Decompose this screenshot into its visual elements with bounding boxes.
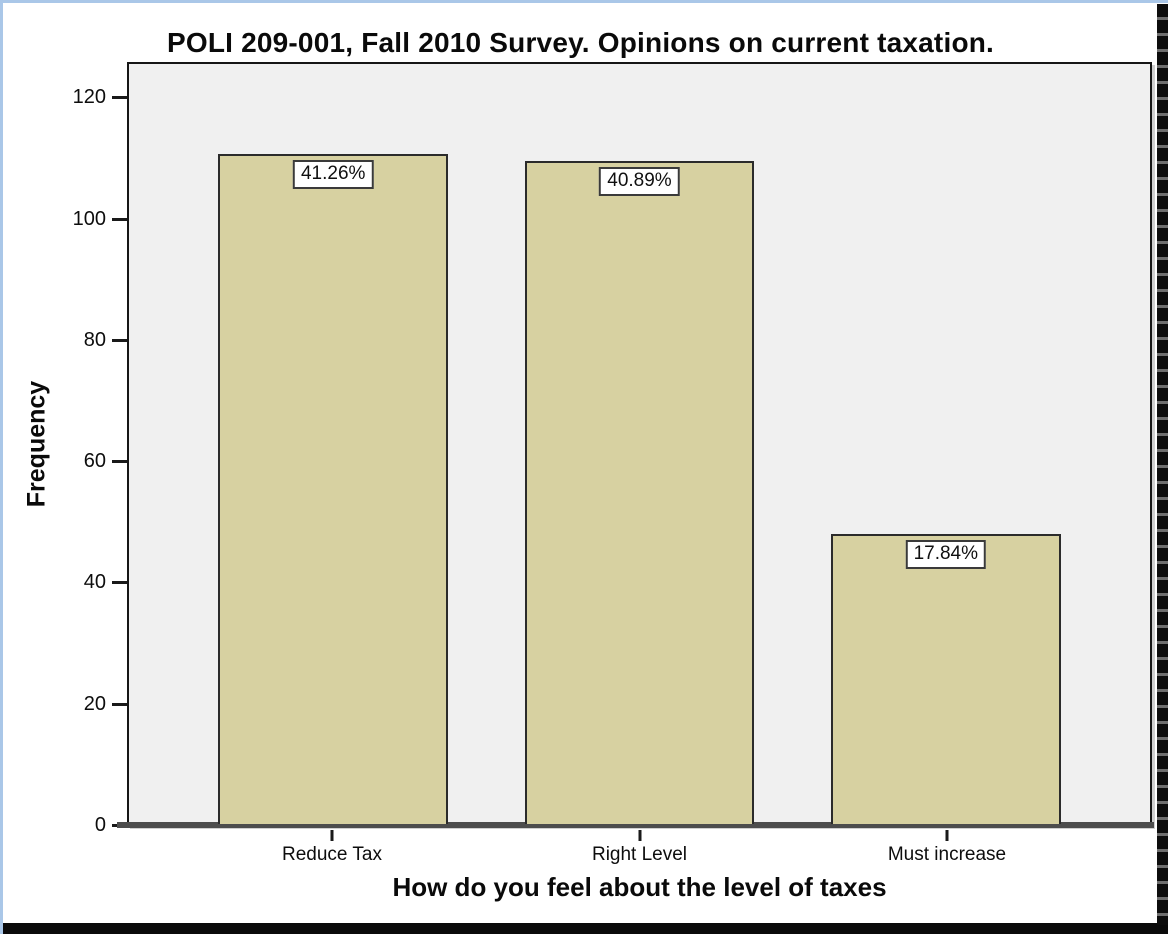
x-category-label: Must increase <box>887 844 1007 865</box>
x-tick <box>330 830 334 841</box>
y-tick <box>112 460 127 464</box>
x-category-label: Right Level <box>591 844 688 865</box>
bar-value-label: 40.89% <box>599 166 680 196</box>
x-tick <box>945 830 949 841</box>
bar-value-label: 41.26% <box>292 160 374 190</box>
bar: 40.89% <box>524 160 755 824</box>
y-tick-label: 80 <box>83 328 106 351</box>
y-tick <box>112 702 127 706</box>
y-tick <box>112 338 127 342</box>
plot-area: 41.26% 40.89% 17.84% <box>117 62 1154 828</box>
x-tick <box>638 830 641 841</box>
x-axis-baseline <box>117 822 1154 828</box>
y-axis-title: Frequency <box>22 380 51 508</box>
y-tick <box>112 217 127 221</box>
bar: 17.84% <box>830 534 1061 824</box>
y-tick <box>112 96 127 100</box>
y-tick-label: 100 <box>72 207 106 230</box>
bar: 41.26% <box>218 154 449 824</box>
chart-title: POLI 209-001, Fall 2010 Survey. Opinions… <box>166 27 995 58</box>
bottom-page-edge <box>3 923 1168 934</box>
bar-value-label: 17.84% <box>905 540 987 570</box>
y-tick-label: 120 <box>72 86 106 109</box>
y-tick <box>112 581 127 585</box>
x-axis: Reduce Tax Right Level Must increase <box>127 828 1152 873</box>
y-tick-label: 60 <box>83 450 106 473</box>
y-axis: 0 20 40 60 80 100 120 <box>3 62 127 836</box>
x-category-label: Reduce Tax <box>282 844 382 865</box>
x-axis-title: How do you feel about the level of taxes <box>392 872 887 902</box>
adjacent-frame-edge <box>1157 4 1168 925</box>
y-tick-label: 0 <box>94 814 106 836</box>
y-tick-label: 40 <box>83 571 106 594</box>
y-tick-label: 20 <box>83 692 106 715</box>
